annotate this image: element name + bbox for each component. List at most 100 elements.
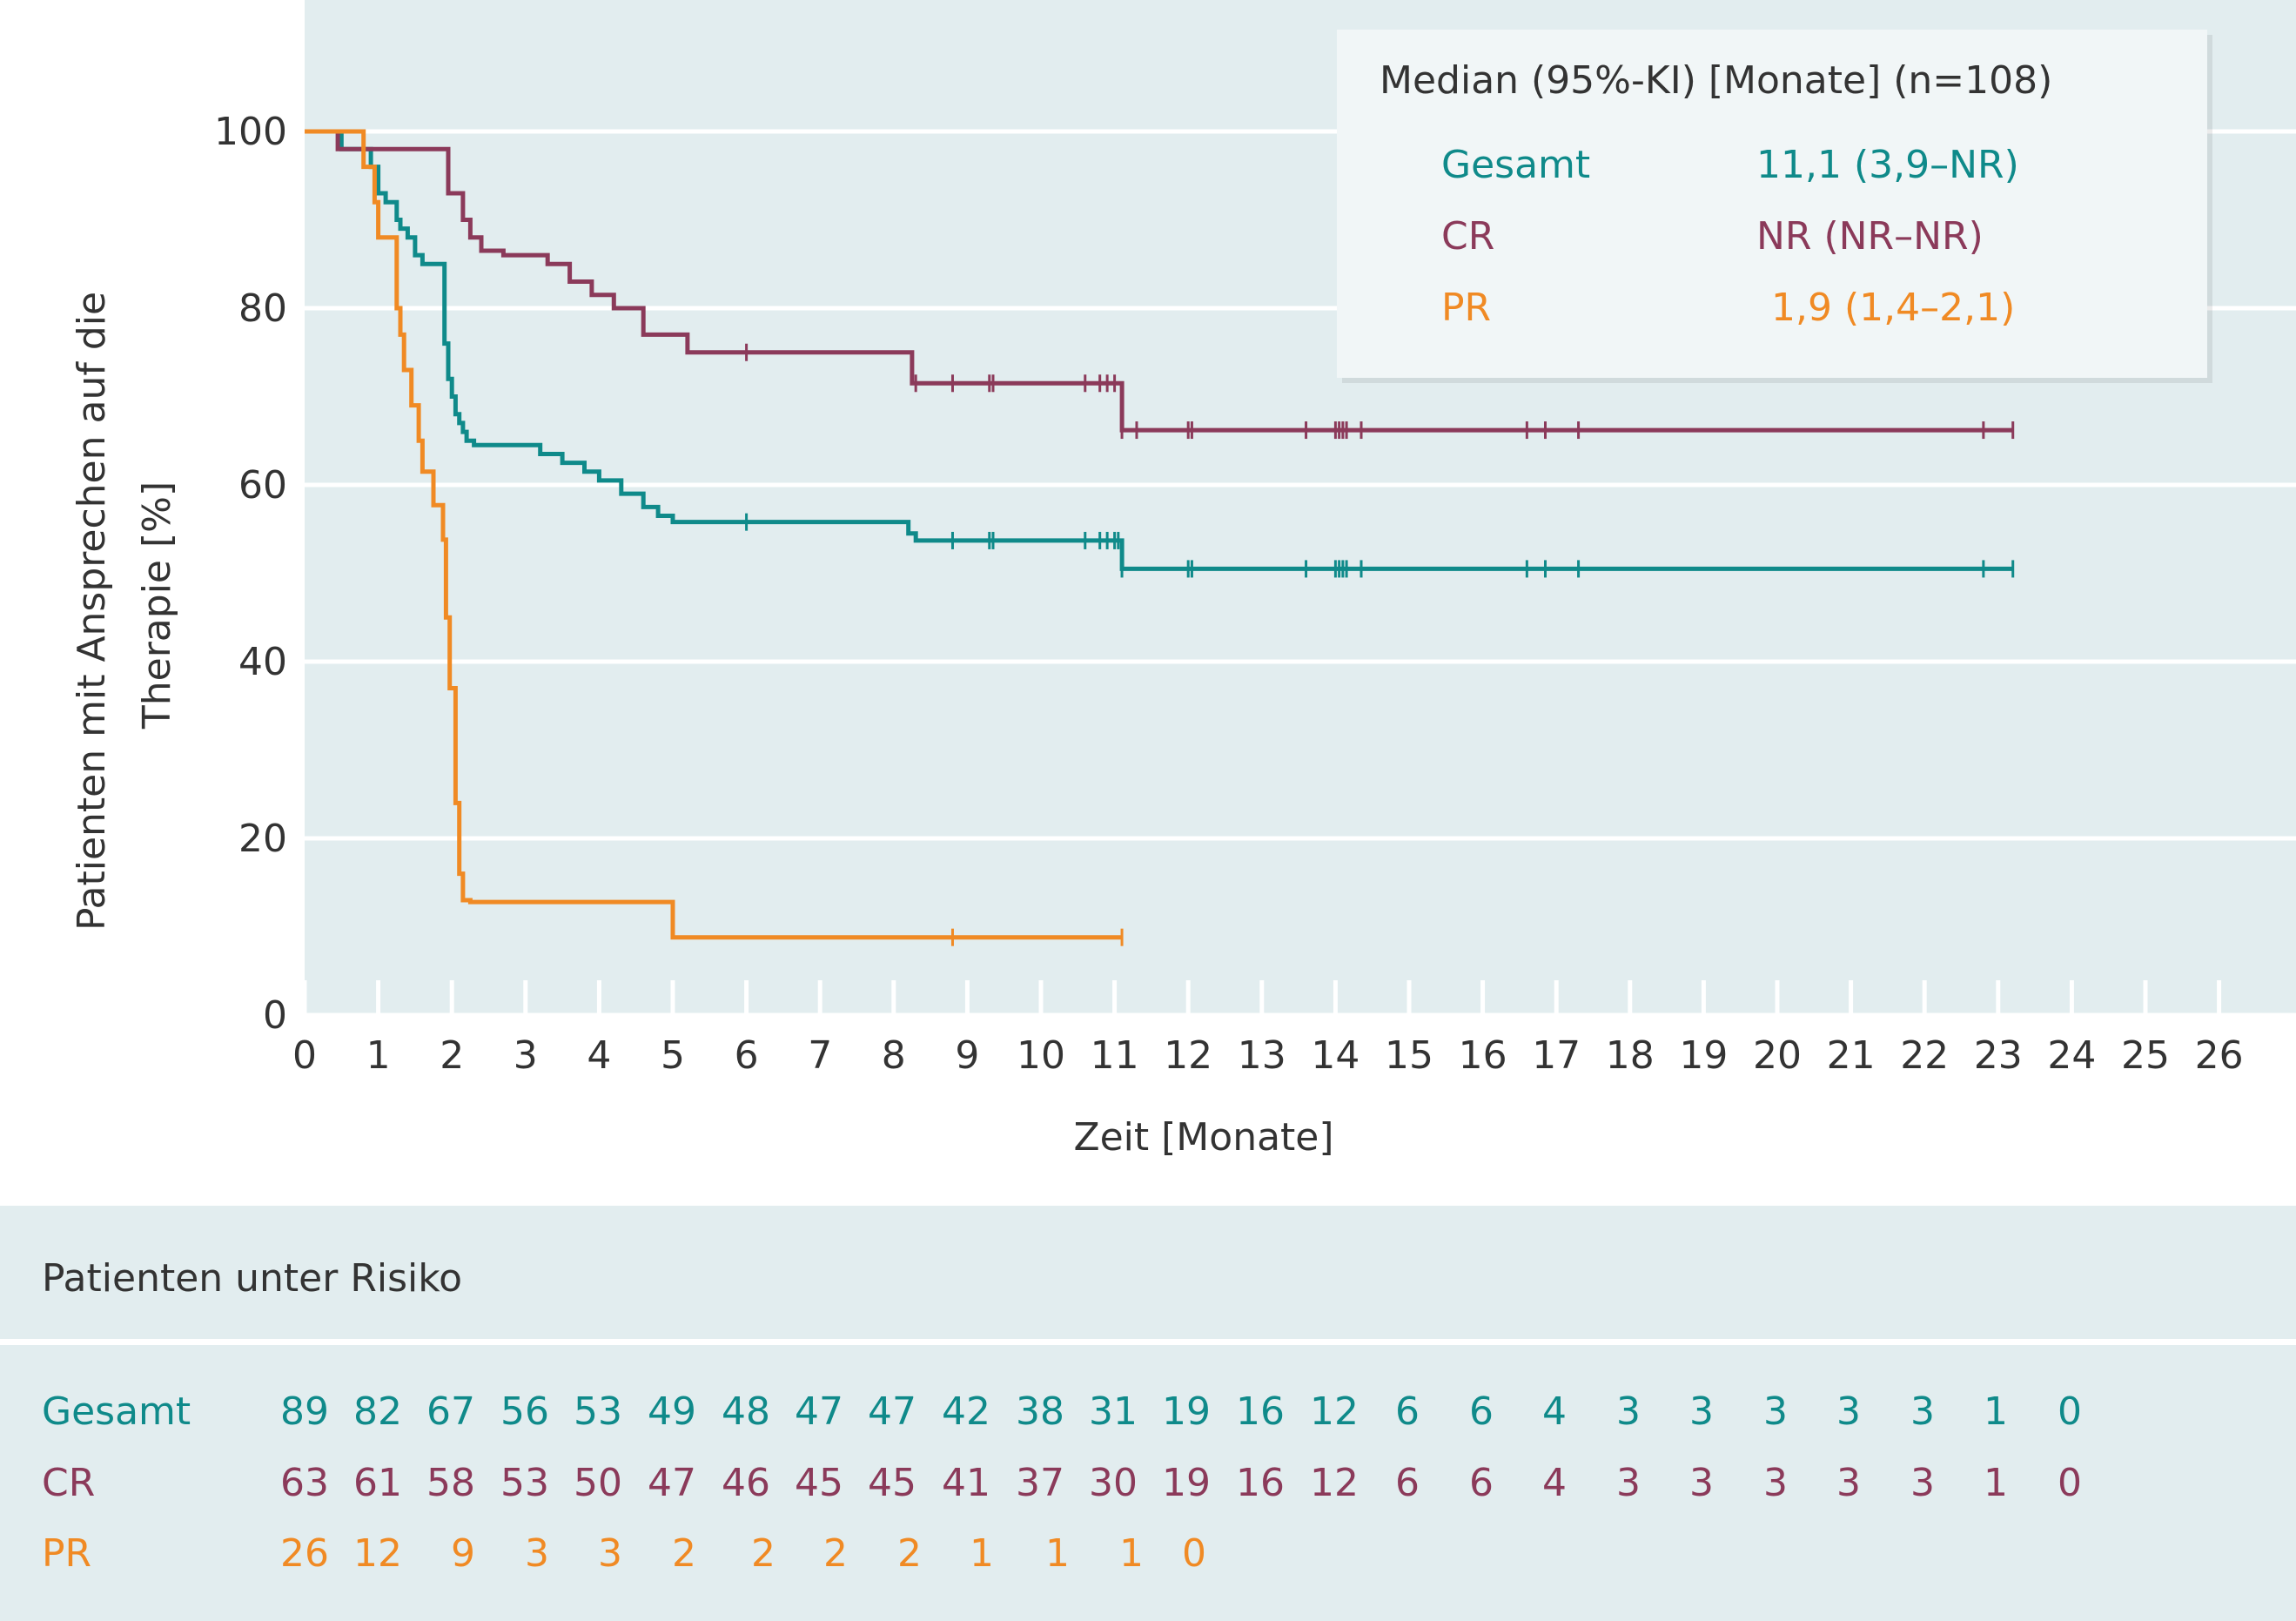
risk-cell: 1 <box>1119 1531 1144 1576</box>
risk-cell: 2 <box>897 1531 922 1576</box>
risk-cell: 6 <box>1395 1461 1420 1505</box>
x-tick-label: 17 <box>1532 1033 1581 1078</box>
x-tick-label: 3 <box>514 1033 538 1078</box>
x-tick-label: 0 <box>292 1033 317 1078</box>
risk-cell: 3 <box>1616 1389 1641 1434</box>
y-tick-label: 40 <box>238 640 287 684</box>
risk-cell: 3 <box>1836 1389 1861 1434</box>
x-axis: 0 1 2 3 4 5 6 7 8 9 10 11 12 13 14 15 16 17 18 19 20 21 22 23 24… <box>292 980 2296 1078</box>
risk-cell: 67 <box>426 1389 475 1434</box>
x-tick-label: 15 <box>1385 1033 1433 1078</box>
risk-cell: 3 <box>1689 1389 1714 1434</box>
series-line-gesamt <box>305 129 2013 571</box>
risk-cell: 6 <box>1395 1389 1420 1434</box>
series-lines <box>305 129 2015 946</box>
legend-pr-name: PR <box>1441 286 1491 330</box>
risk-cell: 49 <box>648 1389 696 1434</box>
risk-cell: 4 <box>1542 1389 1567 1434</box>
legend-cr-name: CR <box>1441 214 1494 259</box>
x-tick-label: 9 <box>955 1033 979 1078</box>
risk-cell: 19 <box>1162 1389 1211 1434</box>
risk-cell: 12 <box>1310 1389 1359 1434</box>
risk-cell: 6 <box>1469 1461 1494 1505</box>
risk-cell: 3 <box>1910 1389 1935 1434</box>
risk-row-label: Gesamt <box>42 1389 191 1434</box>
risk-cell: 89 <box>280 1389 329 1434</box>
risk-cell: 2 <box>823 1531 848 1576</box>
risk-cell: 45 <box>795 1461 843 1505</box>
x-tick-label: 2 <box>440 1033 464 1078</box>
risk-cell: 53 <box>574 1389 622 1434</box>
risk-cell: 3 <box>1763 1461 1788 1505</box>
risk-table-header-bg <box>0 1206 2296 1339</box>
x-tick-label: 16 <box>1459 1033 1507 1078</box>
x-tick-label: 21 <box>1827 1033 1876 1078</box>
y-tick-label: 60 <box>238 463 287 508</box>
x-tick-label: 18 <box>1606 1033 1655 1078</box>
x-tick-label: 19 <box>1679 1033 1728 1078</box>
risk-table-body-bg <box>0 1345 2296 1621</box>
risk-cell: 3 <box>1689 1461 1714 1505</box>
risk-cell: 82 <box>353 1389 402 1434</box>
risk-cell: 31 <box>1089 1389 1138 1434</box>
legend-pr-value: 1,9 (1,4–2,1) <box>1771 286 2015 330</box>
risk-cell: 2 <box>751 1531 775 1576</box>
y-tick-label: 0 <box>263 993 287 1038</box>
risk-cell: 0 <box>2058 1461 2082 1505</box>
risk-cell: 1 <box>1984 1389 2008 1434</box>
x-tick-label: 10 <box>1017 1033 1065 1078</box>
series-line-cr <box>305 129 2013 433</box>
risk-cell: 0 <box>1182 1531 1206 1576</box>
y-tick-label: 80 <box>238 286 287 331</box>
risk-cell: 48 <box>722 1389 770 1434</box>
risk-row-label: CR <box>42 1461 95 1505</box>
risk-cell: 12 <box>353 1531 402 1576</box>
risk-cell: 3 <box>1763 1389 1788 1434</box>
x-axis-title: Zeit [Monate] <box>1073 1115 1333 1160</box>
x-tick-label: 4 <box>587 1033 611 1078</box>
x-tick-label: 26 <box>2195 1033 2244 1078</box>
legend-header: Median (95%-KI) [Monate] (n=108) <box>1380 58 2052 103</box>
risk-cell: 58 <box>426 1461 475 1505</box>
risk-table-rows: Gesamt 89 82 67 56 53 49 48 47 47 42 38 31 19 16 12 6 6 4 3… <box>42 1389 2082 1576</box>
risk-cell: 47 <box>648 1461 696 1505</box>
risk-cell: 3 <box>525 1531 549 1576</box>
x-tick-label: 12 <box>1164 1033 1212 1078</box>
x-tick-label: 6 <box>735 1033 759 1078</box>
risk-cell: 3 <box>598 1531 622 1576</box>
x-tick-label: 1 <box>366 1033 391 1078</box>
y-axis: 0 20 40 60 80 100 <box>214 110 287 1038</box>
risk-cell: 50 <box>574 1461 622 1505</box>
risk-cell: 9 <box>451 1531 475 1576</box>
risk-cell: 16 <box>1236 1389 1285 1434</box>
legend-box <box>1337 30 2207 378</box>
x-tick-label: 8 <box>882 1033 906 1078</box>
risk-cell: 3 <box>1910 1461 1935 1505</box>
risk-cell: 16 <box>1236 1461 1285 1505</box>
risk-cell: 1 <box>1984 1461 2008 1505</box>
risk-cell: 53 <box>500 1461 549 1505</box>
x-tick-label: 25 <box>2121 1033 2170 1078</box>
risk-cell: 30 <box>1089 1461 1138 1505</box>
x-tick-label: 13 <box>1238 1033 1286 1078</box>
legend: Median (95%-KI) [Monate] (n=108) Gesamt … <box>1337 30 2212 383</box>
risk-cell: 47 <box>795 1389 843 1434</box>
legend-cr-value: NR (NR–NR) <box>1756 214 1984 259</box>
risk-row-label: PR <box>42 1531 91 1576</box>
risk-cell: 56 <box>500 1389 549 1434</box>
risk-cell: 37 <box>1016 1461 1064 1505</box>
risk-cell: 3 <box>1836 1461 1861 1505</box>
risk-cell: 46 <box>722 1461 770 1505</box>
risk-cell: 42 <box>942 1389 990 1434</box>
y-axis-title-line-2: Therapie [%] <box>135 481 179 730</box>
risk-cell: 3 <box>1616 1461 1641 1505</box>
risk-cell: 45 <box>868 1461 916 1505</box>
y-axis-title: Patienten mit Ansprechen auf die Therapi… <box>70 279 179 931</box>
y-axis-title-line-1: Patienten mit Ansprechen auf die <box>70 292 114 931</box>
legend-gesamt-name: Gesamt <box>1441 143 1590 187</box>
risk-cell: 41 <box>942 1461 990 1505</box>
risk-table: Patienten unter Risiko Gesamt 89 82 67 56 53 4… <box>0 1206 2296 1621</box>
risk-cell: 26 <box>280 1531 329 1576</box>
x-tick-label: 22 <box>1900 1033 1949 1078</box>
risk-cell: 2 <box>672 1531 696 1576</box>
